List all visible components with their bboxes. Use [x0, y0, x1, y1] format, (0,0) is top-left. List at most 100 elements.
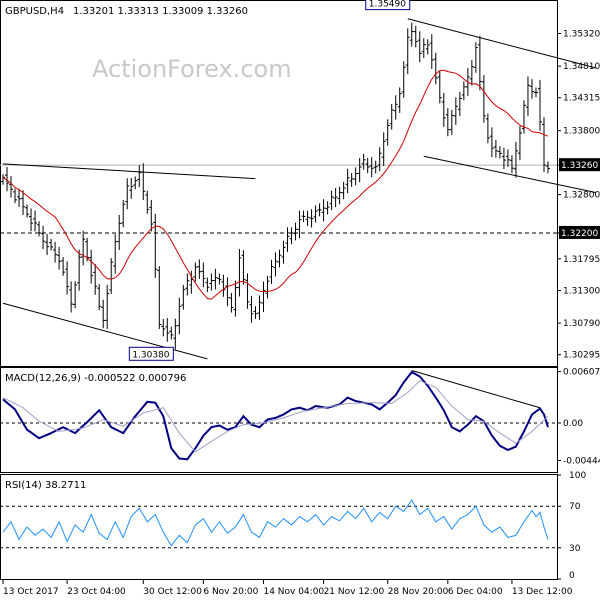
price-bar: [17, 188, 22, 207]
price-bar: [457, 91, 462, 116]
price-bar: [397, 87, 402, 113]
price-bar: [77, 249, 82, 291]
price-bar: [345, 168, 350, 194]
price-bar: [541, 117, 546, 173]
price-bar: [37, 221, 42, 237]
price-bar: [173, 318, 178, 350]
price-bar: [93, 263, 98, 295]
price-bar: [33, 210, 38, 232]
price-bar: [349, 172, 354, 187]
price-bar: [217, 273, 222, 285]
price-tick-label: 1.35320: [563, 29, 600, 39]
price-bar: [105, 284, 110, 329]
price-bar: [289, 227, 294, 245]
price-bar: [253, 306, 258, 319]
price-bar: [25, 204, 30, 218]
price-bar: [149, 199, 154, 232]
price-bar: [5, 166, 10, 192]
macd-tick-label: 0.006073: [563, 368, 600, 378]
price-bar: [485, 113, 490, 144]
price-bar: [273, 252, 278, 277]
price-bar: [257, 295, 262, 320]
price-tick-label: 1.32800: [563, 191, 600, 201]
macd-main-line: [2, 370, 549, 461]
price-bar: [197, 259, 202, 279]
price-bar: [233, 280, 238, 317]
price-bar: [453, 97, 458, 125]
price-trendline: [2, 163, 256, 180]
price-bar: [401, 61, 406, 98]
price-tick-label: 1.34810: [563, 62, 600, 72]
price-axis: 1.35320 1.34810 1.34315 1.33800 1.32800 1.317…: [557, 29, 600, 361]
price-bar: [157, 266, 162, 329]
price-bar: [225, 277, 230, 307]
price-bar: [473, 42, 478, 73]
price-bar: [481, 75, 486, 123]
price-tick-label: 1.33800: [563, 127, 600, 137]
price-bar: [109, 258, 114, 294]
price-bar: [249, 295, 254, 323]
price-bar: [497, 146, 502, 159]
price-bar: [461, 81, 466, 101]
price-bar: [13, 188, 18, 204]
rsi-panel-frame: [0, 474, 558, 580]
price-annotation-label: 1.30380: [132, 350, 169, 360]
macd-panel: 0.006073 0.00 -0.004441: [0, 368, 600, 467]
rsi-title: RSI(14) 38.2711: [5, 480, 86, 491]
price-bar: [97, 284, 102, 311]
price-bar: [357, 158, 362, 183]
price-bar: [133, 176, 138, 190]
price-bar: [537, 79, 542, 131]
price-bar: [409, 22, 414, 47]
price-bar: [513, 141, 518, 178]
price-bar: [493, 140, 498, 158]
price-annotation-box: [128, 346, 174, 361]
price-bar: [193, 262, 198, 282]
price-bar: [81, 230, 86, 266]
price-bars: [1, 22, 550, 350]
price-bar: [229, 293, 234, 313]
rsi-line: [2, 499, 549, 547]
price-bar: [469, 60, 474, 86]
rsi-tick-label: 70: [569, 502, 581, 512]
price-bar: [425, 39, 430, 55]
price-bar: [477, 35, 482, 91]
price-bar: [69, 281, 74, 313]
price-bar: [305, 210, 310, 226]
price-bar: [333, 188, 338, 208]
price-bar: [325, 201, 330, 215]
price-bar: [449, 109, 454, 135]
price-bar: [517, 126, 522, 161]
price-bar: [121, 200, 126, 228]
price-annotations: 1.35490 1.30380: [128, 0, 411, 361]
price-bar: [209, 273, 214, 291]
macd-signal-line: [2, 380, 549, 453]
price-bar: [53, 241, 58, 263]
price-bar: [101, 299, 106, 329]
price-bar: [277, 249, 282, 268]
price-bar: [65, 261, 70, 295]
rsi-tick-label: 0: [569, 571, 575, 581]
price-bar: [185, 273, 190, 296]
price-bar: [21, 190, 26, 215]
macd-trendline: [411, 370, 541, 409]
time-tick-label: 23 Oct 04:00: [67, 587, 126, 597]
price-bar: [129, 177, 134, 199]
price-bar: [441, 92, 446, 127]
price-tick-label: 1.30295: [563, 351, 600, 361]
chart-header-ohlc: 1.33201 1.33313 1.33009 1.33260: [73, 6, 248, 17]
price-bar: [205, 277, 210, 292]
price-bar: [153, 213, 158, 278]
price-bar: [241, 250, 246, 285]
macd-panel-frame: [0, 367, 558, 473]
price-bar: [237, 249, 242, 297]
price-bar: [213, 268, 218, 290]
time-tick-label: 28 Nov 20:00: [388, 587, 449, 597]
support-level-box: [559, 225, 600, 239]
price-bar: [445, 108, 450, 137]
price-bar: [165, 318, 170, 342]
macd-tick-label: 0.00: [563, 419, 583, 429]
price-bar: [369, 157, 374, 178]
price-bar: [297, 210, 302, 239]
